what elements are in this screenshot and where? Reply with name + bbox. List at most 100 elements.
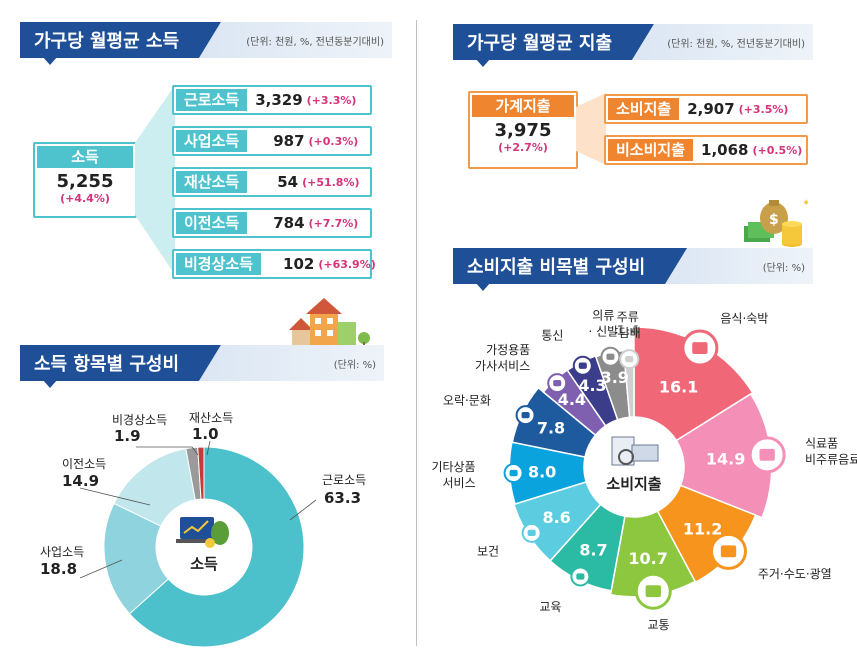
consumption-slice-0	[633, 326, 754, 442]
income-item-extraordinary: 비경상소득 102 (+63.9%)	[172, 249, 376, 279]
income-label-extraordinary: 비경상소득	[112, 413, 168, 427]
svg-text:$: $	[769, 212, 779, 228]
consumption-value-label: 1.4	[616, 324, 639, 339]
income-chart-header-title: 소득 항목별 구성비	[20, 345, 221, 381]
category-icon-glyph	[576, 573, 585, 580]
income-item-value: 3,329	[255, 91, 303, 109]
expense-item-value: 2,907	[687, 100, 735, 118]
consumption-category-label: 서비스	[442, 476, 475, 490]
category-icon-glyph	[759, 448, 775, 461]
expense-header-title: 가구당 월평균 지출	[453, 24, 654, 60]
income-item-wage: 근로소득 3,329 (+3.3%)	[172, 85, 372, 115]
income-item-value: 987	[273, 132, 305, 150]
income-donut-chart: 소득	[79, 440, 317, 648]
income-header-unit: (단위: 천원, %, 전년동분기대비)	[246, 36, 384, 48]
expense-header-unit: (단위: 천원, %, 전년동분기대비)	[667, 38, 805, 50]
consumption-value-label: 8.7	[579, 541, 607, 560]
expense-total-value: 3,975	[494, 120, 552, 141]
expense-item-value: 1,068	[701, 141, 749, 159]
consumption-category-label: 의류	[592, 308, 614, 322]
consumption-value-label: 3.9	[601, 368, 629, 387]
consumption-value-label: 10.7	[628, 549, 667, 568]
income-item-label: 비경상소득	[176, 253, 262, 275]
income-leader-line	[289, 499, 317, 521]
income-leader-line	[206, 440, 211, 456]
consumption-category-label: 오락·문화	[443, 393, 491, 407]
consumption-value-label: 8.0	[528, 463, 556, 482]
consumption-slice-7	[511, 386, 597, 458]
income-leader-line	[136, 446, 199, 456]
expense-item-consumption: 소비지출 2,907 (+3.5%)	[604, 94, 808, 124]
category-icon-glyph	[692, 342, 708, 354]
income-slice-0	[128, 446, 305, 648]
consumption-slice-3	[609, 510, 697, 598]
category-icon-glyph	[606, 353, 615, 360]
consumption-category-label: ·담배	[615, 326, 641, 340]
income-total-change: (+4.4%)	[60, 192, 110, 205]
consumption-category-label: 교육	[539, 600, 561, 614]
consumption-value-label: 11.2	[683, 519, 722, 538]
income-header: 가구당 월평균 소득 (단위: 천원, %, 전년동분기대비)	[20, 22, 392, 65]
consumption-category-label: 가정용품	[486, 343, 530, 357]
consumption-category-label: 교통	[647, 618, 669, 632]
income-item-label: 근로소득	[176, 89, 248, 111]
income-chart-header: 소득 항목별 구성비 (단위: %)	[20, 345, 384, 388]
income-item-change: (+0.3%)	[308, 134, 359, 148]
consumption-value-label: 4.3	[578, 376, 606, 395]
income-slice-4	[197, 446, 205, 500]
consumption-value-label: 7.8	[537, 418, 565, 437]
category-icon-glyph	[521, 411, 530, 419]
consumption-category-label: 보건	[477, 544, 499, 558]
consumption-category-label: 주거·수도·광열	[758, 567, 832, 581]
income-item-transfer: 이전소득 784 (+7.7%)	[172, 208, 372, 238]
income-connector	[135, 85, 175, 275]
income-label-wage: 근로소득	[322, 473, 367, 487]
expense-item-change: (+3.5%)	[738, 102, 789, 116]
consumption-category-label: · 신발	[588, 324, 618, 338]
consumption-center-circle	[586, 419, 682, 515]
income-chart-header-unit: (단위: %)	[333, 359, 376, 371]
consumption-value-label: 16.1	[659, 378, 698, 397]
consumption-value-label: 8.6	[542, 508, 570, 527]
income-total-label: 소득	[37, 146, 133, 168]
income-item-business: 사업소득 987 (+0.3%)	[172, 126, 372, 156]
receipt-icon	[611, 436, 659, 466]
consumption-slice-2	[656, 484, 757, 584]
consumption-category-label: 통신	[541, 328, 563, 342]
expense-connector	[576, 93, 606, 165]
expense-header: 가구당 월평균 지출 (단위: 천원, %, 전년동분기대비)	[453, 24, 813, 67]
money-bag-icon: $ ✦	[744, 198, 808, 247]
consumption-category-label: 기타상품	[431, 460, 475, 474]
income-leader-line	[79, 559, 123, 579]
consumption-chart-header-unit: (단위: %)	[762, 262, 805, 274]
consumption-chart-header-title: 소비지출 비목별 구성비	[453, 248, 687, 284]
consumption-value-label: 4.4	[558, 390, 586, 409]
income-item-label: 사업소득	[176, 130, 248, 152]
category-icon-glyph	[720, 545, 737, 558]
income-item-change: (+63.9%)	[318, 257, 376, 271]
income-item-value: 784	[273, 214, 305, 232]
income-total-box: 소득 5,255 (+4.4%)	[33, 142, 137, 218]
income-center-label: 소득	[190, 555, 218, 573]
income-item-change: (+51.8%)	[302, 175, 360, 189]
laptop-chart-icon	[176, 517, 229, 548]
svg-text:✦: ✦	[802, 198, 808, 209]
income-label-transfer: 이전소득	[62, 457, 107, 471]
income-value-wage: 63.3	[324, 489, 362, 507]
expense-total-label: 가계지출	[472, 95, 574, 117]
consumption-category-label: 가사서비스	[475, 359, 530, 373]
consumption-center-label: 소비지출	[606, 475, 661, 493]
income-label-business: 사업소득	[40, 545, 85, 559]
consumption-category-label: 주류	[617, 310, 639, 324]
income-value-extraordinary: 1.9	[114, 427, 141, 445]
income-value-transfer: 14.9	[62, 472, 100, 490]
expense-item-nonconsumption: 비소비지출 1,068 (+0.5%)	[604, 135, 808, 165]
consumption-chart-header: 소비지출 비목별 구성비 (단위: %)	[453, 248, 813, 291]
consumption-donut-chart: 16.1 14.9 11.2 10.7 8.7 8.6 8.0 7.8 4.44.33.9 1.4…	[431, 308, 857, 632]
income-item-value: 54	[277, 173, 299, 191]
category-icon-glyph	[527, 529, 536, 537]
houses-icon	[289, 298, 370, 348]
category-icon-glyph	[553, 379, 562, 387]
income-label-property: 재산소득	[189, 411, 234, 425]
consumption-value-label: 14.9	[706, 450, 745, 469]
